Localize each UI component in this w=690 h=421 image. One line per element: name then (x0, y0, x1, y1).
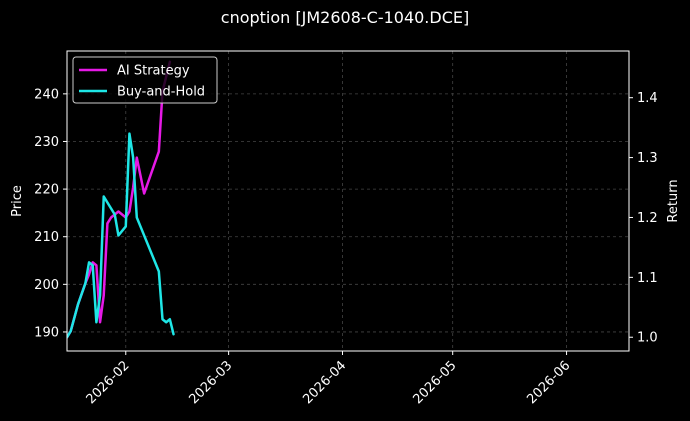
y-tick-label: 200 (34, 278, 59, 293)
legend-label-ai-strategy: AI Strategy (117, 64, 190, 79)
y2-tick-label: 1.4 (637, 91, 658, 106)
legend-box (72, 56, 218, 104)
y-axis-label: Price (10, 185, 25, 217)
y-axis-left: 190 200 210 220 230 240 (34, 87, 67, 340)
y-tick-label: 220 (34, 183, 59, 198)
y-tick-label: 240 (34, 87, 59, 102)
y-tick-label: 230 (34, 135, 59, 150)
y2-tick-label: 1.0 (637, 331, 658, 346)
y-tick-label: 210 (34, 230, 59, 245)
y2-axis-label: Return (666, 179, 681, 222)
y2-tick-label: 1.2 (637, 211, 658, 226)
y-axis-right: 1.0 1.1 1.2 1.3 1.4 (629, 91, 658, 346)
series-line-buy-and-hold (67, 132, 175, 339)
series-layer (67, 60, 175, 339)
y-tick-label: 190 (34, 325, 59, 340)
legend-label-buy-and-hold: Buy-and-Hold (117, 85, 205, 100)
legend: AI Strategy Buy-and-Hold (72, 56, 218, 104)
y2-tick-label: 1.1 (637, 271, 658, 286)
y2-tick-label: 1.3 (637, 151, 658, 166)
chart-title: cnoption [JM2608-C-1040.DCE] (221, 8, 469, 27)
plot-frame (66, 50, 630, 352)
